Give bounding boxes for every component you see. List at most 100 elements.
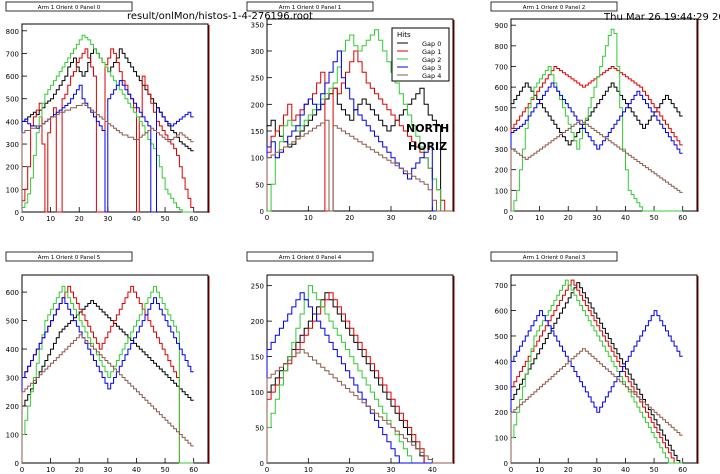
panel-title: Arm 1 Orient 0 Panel 0	[38, 5, 101, 11]
panel-title-box: Arm 1 Orient 0 Panel 4	[246, 251, 374, 262]
series-gap-3	[510, 82, 683, 211]
x-tick-label: 20	[564, 214, 573, 222]
y-tick-label: 150	[251, 128, 264, 136]
y-tick-label: 300	[495, 146, 508, 154]
north-label: NORTH	[406, 122, 449, 135]
y-tick-label: 900	[495, 22, 508, 30]
y-tick-label: 500	[6, 318, 19, 326]
series-gap-2	[511, 28, 683, 212]
y-tick-label: 100	[495, 435, 508, 443]
x-tick-label: 0	[20, 215, 24, 223]
y-tick-label: 0	[260, 460, 264, 468]
y-tick-label: 700	[6, 50, 19, 58]
legend-entry: Gap 3	[397, 64, 441, 72]
file-path: result/onlMon/histos-1-4-276196.root	[127, 11, 313, 22]
y-tick-label: 500	[6, 96, 19, 104]
legend-label: Gap 1	[422, 48, 441, 56]
plot-frame	[21, 23, 209, 213]
x-tick-label: 50	[650, 466, 659, 474]
y-tick-label: 250	[251, 75, 264, 83]
y-tick-label: 800	[6, 28, 19, 36]
y-tick-label: 0	[504, 460, 508, 468]
x-tick-label: 50	[650, 214, 659, 222]
y-tick-label: 50	[255, 181, 264, 189]
y-tick-label: 150	[251, 354, 264, 362]
series-gap-2	[21, 285, 194, 464]
legend-entry: Gap 2	[397, 56, 441, 64]
x-tick-label: 10	[535, 214, 544, 222]
y-tick-label: 500	[495, 105, 508, 113]
plot-frame	[21, 274, 209, 464]
x-tick-label: 10	[535, 466, 544, 474]
series-gap-1	[510, 279, 683, 464]
y-tick-label: 300	[6, 141, 19, 149]
series-gap-1	[21, 48, 194, 213]
series-gap-2	[267, 29, 453, 212]
series-gap-4	[266, 119, 453, 212]
y-tick-label: 500	[495, 333, 508, 341]
y-tick-label: 600	[6, 73, 19, 81]
chart-panel-0: Arm 1 Orient 0 Panel 0010020030040050060…	[5, 1, 210, 223]
y-tick-label: 400	[495, 125, 508, 133]
y-tick-label: 200	[251, 318, 264, 326]
chart-panel-4: Arm 1 Orient 0 Panel 4 0 50 100 150 200 250 0 10…	[246, 251, 455, 474]
panel-title: Arm 1 Orient 0 Panel 4	[279, 255, 342, 261]
y-tick-label: 50	[255, 425, 264, 433]
y-tick-label: 200	[6, 164, 19, 172]
series-gap-0	[266, 292, 453, 464]
panel-title-box: Arm 1 Orient 0 Panel 1	[246, 1, 374, 12]
x-tick-label: 0	[20, 466, 24, 474]
panel-title-box: Arm 1 Orient 0 Panel 5	[5, 251, 133, 262]
y-tick-label: 200	[495, 409, 508, 417]
x-tick-label: 0	[265, 214, 269, 222]
x-tick-label: 20	[564, 466, 573, 474]
series-gap-4	[21, 334, 194, 463]
series-gap-2	[266, 285, 453, 464]
y-tick-label: 0	[260, 208, 264, 216]
panel-title: Arm 1 Orient 0 Panel 3	[523, 255, 586, 261]
series-gap-0	[21, 300, 194, 463]
series-gap-1	[266, 50, 453, 212]
y-tick-label: 200	[251, 101, 264, 109]
plot-frame	[510, 18, 698, 212]
series-gap-4	[266, 349, 453, 464]
y-tick-label: 100	[251, 155, 264, 163]
panel-title-box: Arm 1 Orient 0 Panel 0	[5, 1, 133, 12]
x-tick-label: 40	[428, 466, 437, 474]
y-tick-label: 600	[495, 308, 508, 316]
series-gap-2	[510, 279, 683, 464]
series-gap-3	[21, 297, 194, 463]
y-tick-label: 700	[495, 63, 508, 71]
series-gap-4	[510, 119, 683, 211]
y-tick-label: 600	[495, 84, 508, 92]
chart-panel-5: Arm 1 Orient 0 Panel 3 0 100 200 300 400 500 60…	[490, 251, 699, 474]
x-tick-label: 20	[75, 466, 84, 474]
y-tick-label: 0	[504, 208, 508, 216]
panel-title: Arm 1 Orient 0 Panel 2	[523, 5, 586, 11]
series-gap-3	[266, 50, 453, 212]
horiz-label: HORIZ	[408, 140, 447, 153]
x-tick-label: 50	[161, 466, 170, 474]
y-tick-label: 0	[15, 209, 19, 217]
y-tick-label: 400	[495, 358, 508, 366]
x-tick-label: 40	[428, 214, 437, 222]
x-tick-label: 30	[387, 466, 396, 474]
y-tick-label: 700	[495, 282, 508, 290]
y-tick-label: 300	[495, 384, 508, 392]
series-gap-3	[266, 292, 453, 464]
plot-frame	[266, 274, 454, 464]
y-tick-label: 300	[251, 48, 264, 56]
series-gap-2	[21, 34, 194, 213]
series-gap-1	[510, 66, 683, 211]
plot-frame	[266, 18, 454, 212]
x-tick-label: 10	[304, 466, 313, 474]
legend-entry: Gap 4	[397, 72, 441, 80]
y-tick-label: 800	[495, 43, 508, 51]
x-tick-label: 30	[387, 214, 396, 222]
y-tick-label: 100	[495, 187, 508, 195]
x-tick-label: 40	[132, 466, 141, 474]
chart-panel-3: Arm 1 Orient 0 Panel 5010020030040050060…	[5, 251, 210, 474]
